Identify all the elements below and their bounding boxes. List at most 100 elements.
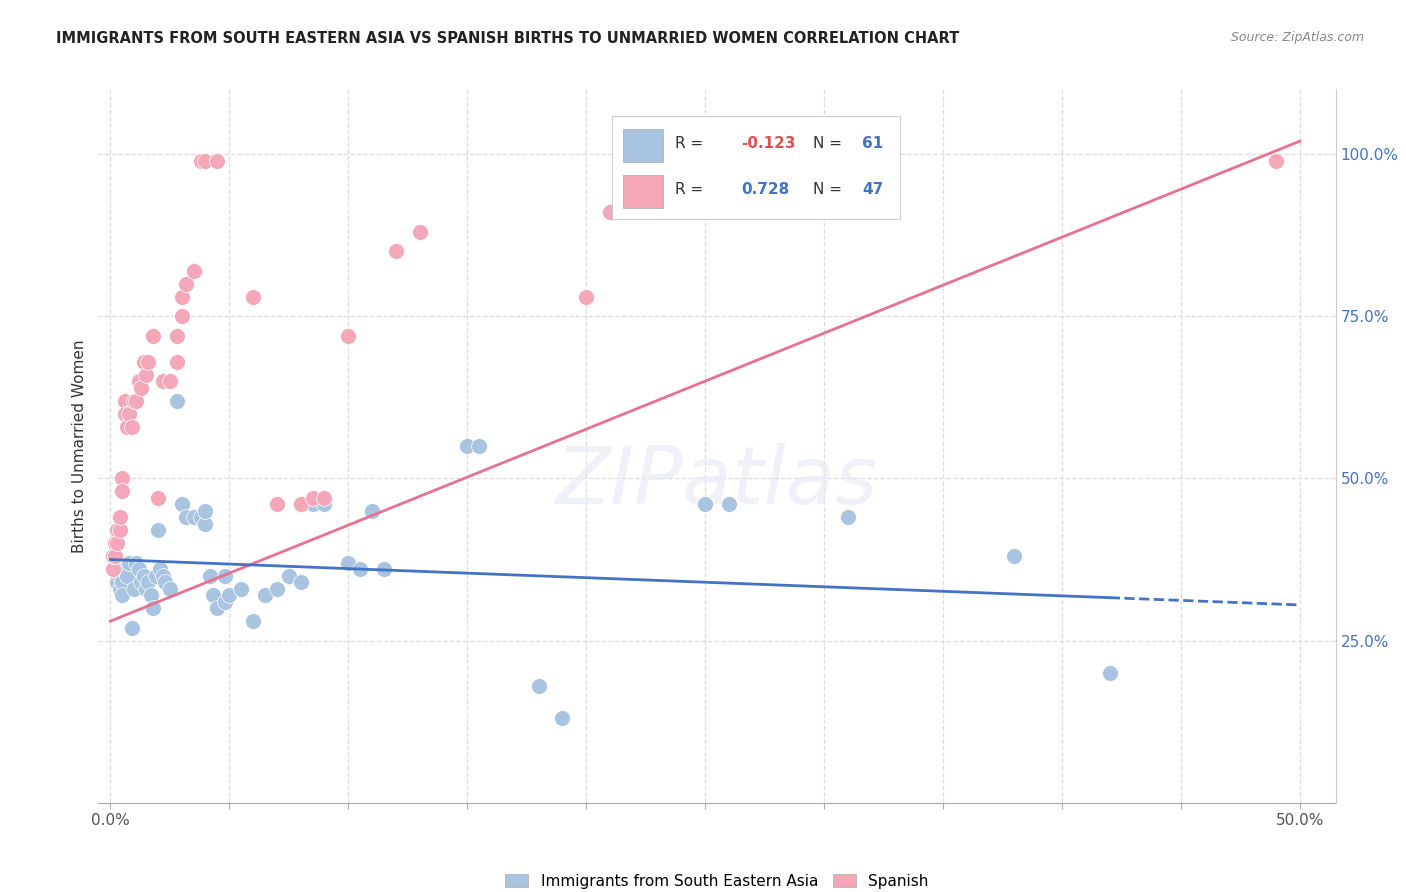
Point <box>114 393 136 408</box>
Point <box>837 153 859 168</box>
Point <box>132 568 155 582</box>
Point <box>101 549 124 564</box>
Point <box>166 393 188 408</box>
Text: ZIPatlas: ZIPatlas <box>555 442 879 521</box>
Point <box>170 497 193 511</box>
Point <box>170 290 193 304</box>
Point <box>214 568 236 582</box>
Point <box>115 568 138 582</box>
Point <box>132 354 155 368</box>
Point <box>266 497 288 511</box>
Point <box>337 556 360 570</box>
Point <box>142 601 165 615</box>
Point <box>201 588 224 602</box>
Point <box>242 290 264 304</box>
Point <box>176 510 198 524</box>
Point <box>301 491 323 505</box>
Point <box>138 354 160 368</box>
Point <box>207 601 229 615</box>
Point <box>349 562 371 576</box>
Text: -0.123: -0.123 <box>741 136 796 151</box>
Point <box>166 354 188 368</box>
Point <box>111 484 134 499</box>
Point <box>170 310 193 324</box>
Point <box>107 524 129 538</box>
Point <box>107 562 129 576</box>
Point <box>290 497 312 511</box>
Point <box>314 497 336 511</box>
Point <box>194 504 217 518</box>
Point <box>104 536 127 550</box>
Point <box>104 549 127 564</box>
Point <box>159 582 181 596</box>
Point <box>128 562 150 576</box>
Point <box>194 516 217 531</box>
Point <box>176 277 198 291</box>
Point <box>183 510 205 524</box>
Point <box>190 510 212 524</box>
Point <box>266 582 288 596</box>
Point <box>101 549 124 564</box>
Point <box>152 568 174 582</box>
Point <box>218 588 240 602</box>
Point <box>115 419 138 434</box>
Point <box>314 491 336 505</box>
Point <box>142 328 165 343</box>
Point <box>207 153 229 168</box>
Text: R =: R = <box>675 182 703 197</box>
Point <box>129 381 152 395</box>
Point <box>214 595 236 609</box>
Point <box>1265 153 1288 168</box>
Point <box>108 582 131 596</box>
Point <box>125 556 148 570</box>
Point <box>194 153 217 168</box>
Point <box>1004 549 1026 564</box>
Point <box>468 439 491 453</box>
Point <box>837 510 859 524</box>
Point <box>108 510 131 524</box>
Point <box>166 328 188 343</box>
Point <box>408 225 430 239</box>
Point <box>111 575 134 590</box>
Point <box>125 393 148 408</box>
Point <box>231 582 253 596</box>
Point <box>527 679 550 693</box>
Point <box>145 568 167 582</box>
FancyBboxPatch shape <box>623 129 664 162</box>
Text: N =: N = <box>813 136 842 151</box>
Point <box>118 407 141 421</box>
Point <box>139 588 162 602</box>
Point <box>107 536 129 550</box>
Text: 47: 47 <box>862 182 883 197</box>
Point <box>111 588 134 602</box>
Point <box>575 290 598 304</box>
Point <box>118 556 141 570</box>
Point <box>107 575 129 590</box>
Point <box>149 562 172 576</box>
Point <box>129 575 152 590</box>
Point <box>200 568 222 582</box>
Point <box>290 575 312 590</box>
Text: 61: 61 <box>862 136 883 151</box>
Point <box>135 582 157 596</box>
Point <box>111 471 134 485</box>
Point <box>361 504 384 518</box>
Point <box>277 568 299 582</box>
Point <box>456 439 478 453</box>
Point <box>121 419 143 434</box>
Point <box>190 153 212 168</box>
Point <box>121 621 143 635</box>
Point <box>253 588 276 602</box>
Point <box>373 562 395 576</box>
Point <box>153 575 176 590</box>
Text: IMMIGRANTS FROM SOUTH EASTERN ASIA VS SPANISH BIRTHS TO UNMARRIED WOMEN CORRELAT: IMMIGRANTS FROM SOUTH EASTERN ASIA VS SP… <box>56 31 959 46</box>
Point <box>128 374 150 388</box>
Point <box>114 407 136 421</box>
Point <box>138 575 160 590</box>
Point <box>122 582 145 596</box>
Point <box>152 374 174 388</box>
Text: 0.728: 0.728 <box>741 182 790 197</box>
Point <box>385 244 408 259</box>
Point <box>1098 666 1121 681</box>
Text: R =: R = <box>675 136 703 151</box>
